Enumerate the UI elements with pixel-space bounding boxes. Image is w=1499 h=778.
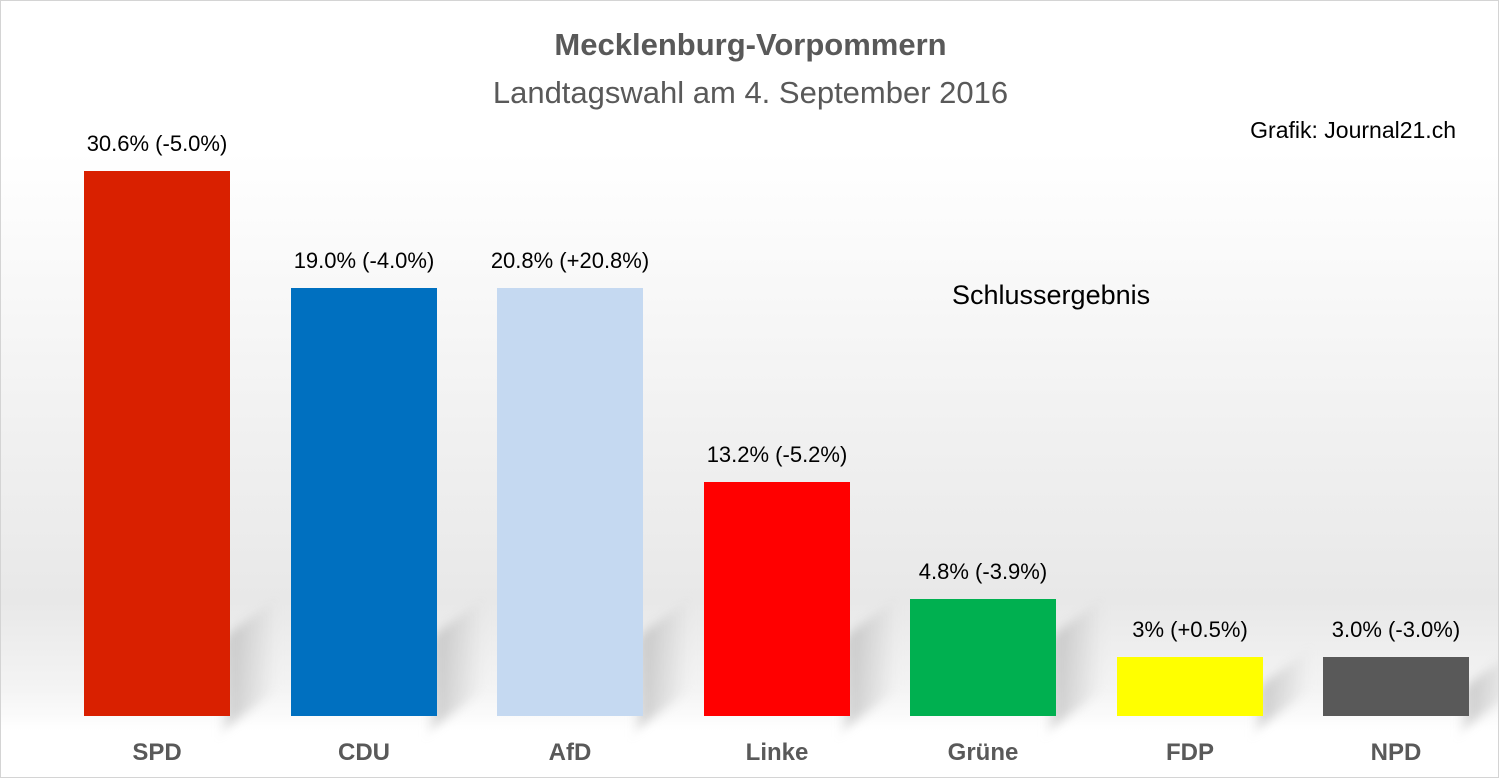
bar-fdp <box>1117 657 1263 716</box>
bar-shadow <box>433 600 483 728</box>
data-label: 19.0% (-4.0%) <box>293 248 435 273</box>
bar-linke <box>704 482 850 716</box>
bar-npd <box>1323 657 1469 716</box>
chart-subtitle: Landtagswahl am 4. September 2016 <box>492 75 1009 110</box>
bar-shadow <box>639 600 689 728</box>
category-label: AfD <box>548 739 592 766</box>
category-label: SPD <box>132 739 182 766</box>
category-label: Linke <box>745 739 809 766</box>
data-label: 3.0% (-3.0%) <box>1331 617 1461 642</box>
category-label: CDU <box>338 739 390 766</box>
data-label: 13.2% (-5.2%) <box>706 442 848 467</box>
data-label: 20.8% (+20.8%) <box>490 248 650 273</box>
bar-shadow <box>226 600 276 728</box>
category-label: NPD <box>1370 739 1422 766</box>
bar-shadow <box>1259 651 1309 728</box>
data-label: 4.8% (-3.9%) <box>918 559 1048 584</box>
bar-grüne <box>910 599 1056 716</box>
data-label: 3% (+0.5%) <box>1132 617 1248 642</box>
source-credit: Grafik: Journal21.ch <box>1250 117 1456 143</box>
chart-title: Mecklenburg-Vorpommern <box>554 27 947 62</box>
bar-shadow <box>1465 651 1498 728</box>
result-annotation: Schlussergebnis <box>952 280 1151 310</box>
bar-cdu <box>291 288 437 716</box>
bar-spd <box>84 171 230 716</box>
bar-shadow <box>846 600 896 728</box>
bar-afd <box>497 288 643 716</box>
category-label: FDP <box>1166 739 1214 766</box>
category-label: Grüne <box>947 739 1019 766</box>
data-label: 30.6% (-5.0%) <box>86 131 228 156</box>
